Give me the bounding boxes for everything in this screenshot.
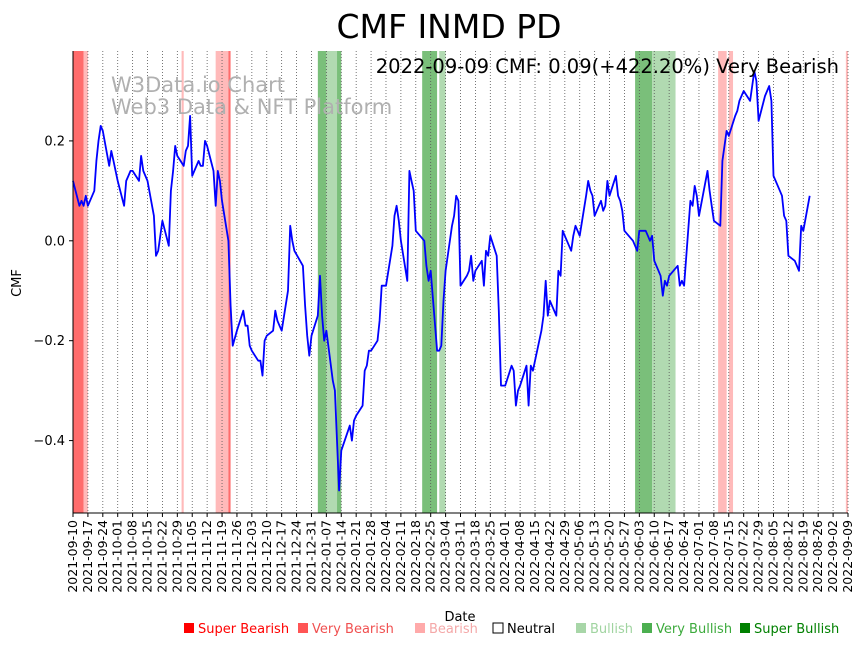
x-tick-label-2022-07-22: 2022-07-22 [736,520,751,593]
region-very-bearish-0 [73,51,84,513]
legend-swatch-very-bullish [642,623,652,633]
x-tick-label-2022-04-22: 2022-04-22 [542,520,557,593]
region-very-bullish-10 [635,51,653,513]
x-tick-label-2022-01-28: 2022-01-28 [363,520,378,593]
x-tick-label-2022-01-21: 2022-01-21 [348,520,363,593]
x-tick-label-2022-01-07: 2022-01-07 [318,520,333,593]
x-tick-label-2021-10-01: 2021-10-01 [110,520,125,593]
x-tick-label-2021-12-24: 2021-12-24 [289,520,304,593]
legend-swatch-very-bearish [298,623,308,633]
legend: Super Bearish Very Bearish Bearish Neutral B… [184,622,839,637]
x-tick-label-2022-04-29: 2022-04-29 [557,520,572,593]
legend-label-super-bearish: Super Bearish [198,622,289,637]
region-very-bullish-7 [337,51,342,513]
x-tick-label-2021-11-05: 2021-11-05 [184,520,199,593]
region-bullish-9 [439,51,446,513]
x-tick-label-2022-09-02: 2022-09-02 [825,520,840,593]
y-tick-label-0: −0.4 [33,434,65,449]
x-tick-label-2022-08-26: 2022-08-26 [810,520,825,593]
x-tick-label-2021-12-17: 2021-12-17 [274,520,289,593]
y-ticks: −0.4 −0.2 0.0 0.2 [33,134,73,449]
x-tick-label-2021-10-29: 2021-10-29 [169,520,184,593]
x-tick-label-2021-10-08: 2021-10-08 [125,520,140,593]
x-tick-label-2021-09-10: 2021-09-10 [65,520,80,593]
x-axis-label: Date [444,610,475,625]
x-tick-label-2022-07-01: 2022-07-01 [691,520,706,593]
x-tick-label-2022-07-29: 2022-07-29 [751,520,766,593]
chart-title: CMF INMD PD [336,7,561,46]
x-tick-label-2021-12-31: 2021-12-31 [303,520,318,593]
legend-swatch-super-bearish [184,623,194,633]
legend-label-bearish: Bearish [429,622,478,637]
x-tick-label-2022-05-13: 2022-05-13 [587,520,602,593]
x-ticks: 2021-09-10 2021-09-17 2021-09-24 2021-10-01… [65,513,855,593]
x-tick-label-2021-11-12: 2021-11-12 [199,520,214,593]
x-tick-label-2022-07-08: 2022-07-08 [706,520,721,593]
x-tick-label-2022-03-25: 2022-03-25 [482,520,497,593]
x-tick-label-2022-04-08: 2022-04-08 [512,520,527,593]
x-tick-label-2022-03-18: 2022-03-18 [467,520,482,593]
legend-label-very-bullish: Very Bullish [656,622,732,637]
x-tick-label-2021-09-17: 2021-09-17 [80,520,95,593]
legend-label-bullish: Bullish [590,622,633,637]
x-tick-label-2021-10-15: 2021-10-15 [140,520,155,593]
x-tick-label-2021-10-22: 2021-10-22 [154,520,169,593]
x-tick-label-2022-04-15: 2022-04-15 [527,520,542,593]
latest-value-annotation: 2022-09-09 CMF: 0.09(+422.20%) Very Bear… [376,55,839,78]
x-tick-label-2022-06-03: 2022-06-03 [631,520,646,593]
region-bearish-12 [718,51,727,513]
legend-swatch-bullish [576,623,586,633]
legend-label-very-bearish: Very Bearish [312,622,394,637]
region-bearish-1 [83,51,88,513]
x-tick-label-2022-03-04: 2022-03-04 [438,520,453,593]
x-tick-label-2022-06-10: 2022-06-10 [646,520,661,593]
y-tick-label-1: −0.2 [33,334,65,349]
sentiment-regions [73,51,848,513]
x-tick-label-2022-09-09: 2022-09-09 [840,520,855,593]
cmf-series-line [72,70,811,492]
x-tick-label-2021-12-03: 2021-12-03 [244,520,259,593]
x-tick-label-2022-05-06: 2022-05-06 [572,520,587,593]
x-tick-label-2022-08-05: 2022-08-05 [765,520,780,593]
legend-label-neutral: Neutral [507,622,555,637]
x-tick-label-2022-07-15: 2022-07-15 [721,520,736,593]
x-tick-label-2022-04-01: 2022-04-01 [497,520,512,593]
x-tick-label-2022-01-14: 2022-01-14 [333,520,348,593]
region-very-bullish-5 [317,51,327,513]
x-tick-label-2022-08-19: 2022-08-19 [795,520,810,593]
watermark: W3Data.io Chart Web3 Data & NFT Platform [111,73,392,119]
x-tick-label-2021-12-10: 2021-12-10 [259,520,274,593]
region-bullish-6 [326,51,338,513]
x-tick-label-2022-02-04: 2022-02-04 [378,520,393,593]
legend-swatch-super-bullish [740,623,750,633]
x-tick-label-2022-05-20: 2022-05-20 [602,520,617,593]
y-tick-label-3: 0.2 [44,134,65,149]
x-tick-label-2022-02-18: 2022-02-18 [408,520,423,593]
region-very-bullish-8 [422,51,438,513]
x-tick-label-2022-08-12: 2022-08-12 [780,520,795,593]
region-bearish-2 [181,51,184,513]
x-tick-label-2021-09-24: 2021-09-24 [95,520,110,593]
x-tick-label-2022-05-27: 2022-05-27 [616,520,631,593]
x-tick-label-2021-11-26: 2021-11-26 [229,520,244,593]
legend-label-super-bullish: Super Bullish [754,622,839,637]
x-tick-label-2022-06-17: 2022-06-17 [661,520,676,593]
legend-swatch-neutral [492,622,504,634]
region-bearish-13 [728,51,734,513]
region-bearish-14 [845,51,848,513]
watermark-line-1: W3Data.io Chart [111,73,285,97]
x-tick-label-2022-02-25: 2022-02-25 [423,520,438,593]
y-tick-label-2: 0.0 [44,234,65,249]
x-tick-label-2022-06-24: 2022-06-24 [676,520,691,593]
x-tick-label-2021-11-19: 2021-11-19 [214,520,229,593]
legend-swatch-bearish [415,623,425,633]
x-tick-label-2022-02-11: 2022-02-11 [393,520,408,593]
y-axis-label: CMF [10,269,25,297]
x-tick-label-2022-03-11: 2022-03-11 [453,520,468,593]
watermark-line-2: Web3 Data & NFT Platform [111,95,392,119]
